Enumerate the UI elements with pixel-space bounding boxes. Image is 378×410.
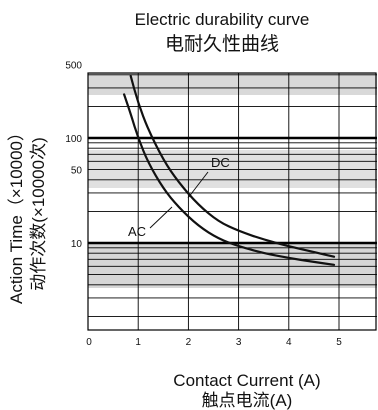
y-tick-label: 50 — [71, 166, 83, 177]
y-tick-label: 100 — [65, 134, 82, 145]
plot-background — [88, 73, 377, 330]
y-tick-label: 10 — [71, 239, 83, 250]
x-tick-label: 3 — [236, 337, 242, 348]
x-tick-label: 1 — [135, 337, 141, 348]
x-axis-label-cn: 触点电流(A) — [202, 391, 293, 410]
x-tick-label: 2 — [186, 337, 192, 348]
y-axis-label: Action Time（×10000） — [7, 124, 26, 304]
annotation-dc: DC — [211, 155, 230, 170]
y-tick-label: 500 — [65, 61, 82, 72]
chart-subtitle: 电耐久性曲线 — [165, 33, 279, 55]
annotation-ac: AC — [128, 224, 146, 239]
x-tick-label: 0 — [86, 337, 92, 348]
chart-title: Electric durability curve — [135, 10, 310, 29]
shade-band-mid — [88, 150, 377, 188]
x-tick-label: 4 — [286, 337, 292, 348]
plot-area — [88, 73, 377, 330]
y-axis-label-cn: 动作次数(×10000次) — [29, 137, 48, 291]
x-tick-label: 5 — [336, 337, 342, 348]
x-axis-label: Contact Current (A) — [173, 371, 320, 390]
